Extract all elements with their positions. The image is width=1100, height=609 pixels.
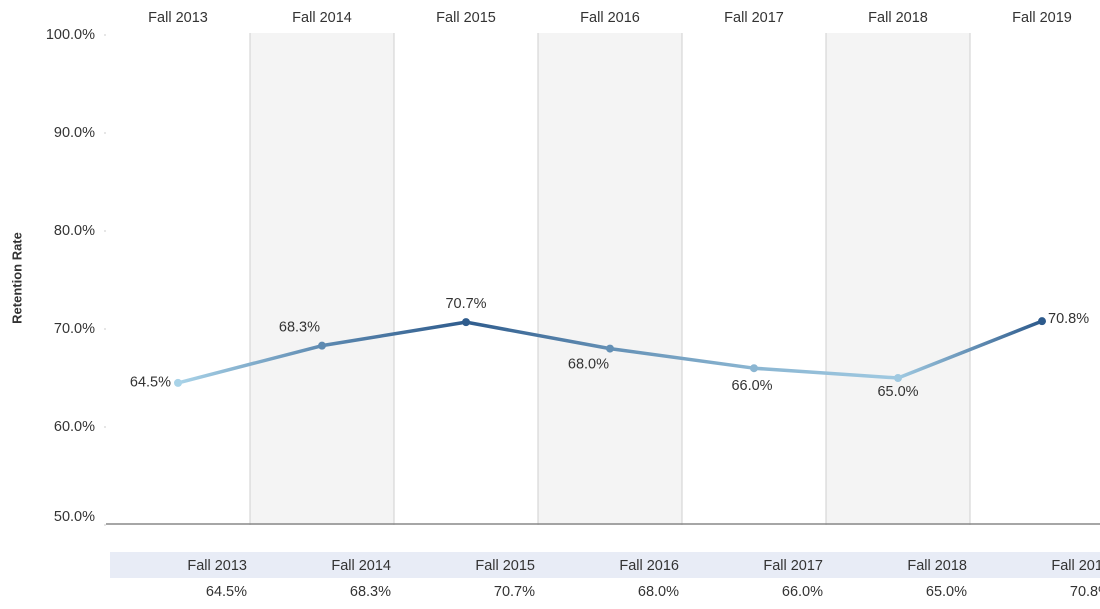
line-segment xyxy=(321,320,467,348)
x-tick-label: Fall 2016 xyxy=(580,10,640,26)
table-value: 65.0% xyxy=(926,584,967,600)
table-value: 68.0% xyxy=(638,584,679,600)
y-tick-label: 70.0% xyxy=(54,321,95,337)
table-header: Fall 2019 xyxy=(1051,558,1100,574)
data-label: 65.0% xyxy=(877,384,918,400)
line-segment xyxy=(465,320,611,351)
y-tick-label: 50.0% xyxy=(54,509,95,525)
x-tick-label: Fall 2013 xyxy=(148,10,208,26)
table-value: 70.7% xyxy=(494,584,535,600)
data-label: 70.8% xyxy=(1048,311,1089,327)
data-label: 68.3% xyxy=(279,319,320,335)
point xyxy=(462,318,470,327)
y-tick-label: 80.0% xyxy=(54,223,95,239)
y-tick-label: 90.0% xyxy=(54,125,95,141)
table-header: Fall 2016 xyxy=(619,558,679,574)
table-value: 68.3% xyxy=(350,584,391,600)
data-label: 70.7% xyxy=(445,296,486,312)
x-tick-label: Fall 2019 xyxy=(1012,10,1072,26)
table-value: 64.5% xyxy=(206,584,247,600)
column-band xyxy=(826,33,970,525)
x-tick-label: Fall 2018 xyxy=(868,10,928,26)
y-axis-title: Retention Rate xyxy=(9,232,24,324)
table-value: 66.0% xyxy=(782,584,823,600)
line-segment xyxy=(897,319,1043,380)
point xyxy=(174,378,182,387)
line-segment xyxy=(177,343,323,385)
point xyxy=(750,364,758,373)
x-tick-label: Fall 2017 xyxy=(724,10,784,26)
point xyxy=(894,374,902,382)
y-tick-label: 100.0% xyxy=(46,27,95,43)
table-header-band xyxy=(110,552,1100,578)
table-header: Fall 2014 xyxy=(331,558,391,574)
x-tick-label: Fall 2015 xyxy=(436,10,496,26)
table-value: 70.8% xyxy=(1070,584,1100,600)
table-header: Fall 2017 xyxy=(763,558,823,574)
line-segment xyxy=(753,366,899,380)
line-segment xyxy=(609,346,755,370)
column-band xyxy=(250,33,394,525)
table-header: Fall 2015 xyxy=(475,558,535,574)
point xyxy=(1038,317,1046,326)
data-label: 68.0% xyxy=(568,356,609,372)
data-label: 64.5% xyxy=(130,375,171,391)
point xyxy=(606,344,614,353)
column-band xyxy=(538,33,682,525)
table-header: Fall 2013 xyxy=(187,558,247,574)
point xyxy=(318,341,326,350)
y-tick-label: 60.0% xyxy=(54,419,95,435)
table-header: Fall 2018 xyxy=(907,558,967,574)
x-tick-label: Fall 2014 xyxy=(292,10,352,26)
data-label: 66.0% xyxy=(731,378,772,394)
